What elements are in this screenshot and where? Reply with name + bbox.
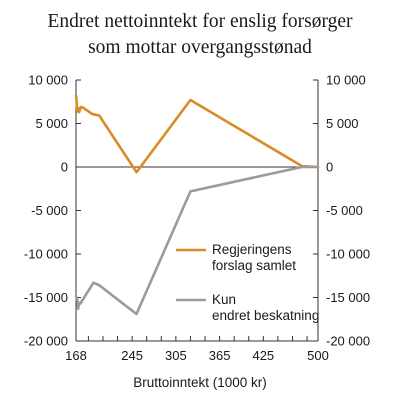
legend-label-2: Kun endret beskatning bbox=[212, 292, 319, 323]
x-tick-label: 425 bbox=[252, 348, 274, 363]
y-tick-label-right: -20 000 bbox=[326, 334, 370, 349]
series-line-2 bbox=[74, 165, 320, 316]
series-line-1 bbox=[74, 94, 320, 174]
legend-label-1: Regjeringens forslag samlet bbox=[212, 242, 296, 273]
y-tick-label-left: -5 000 bbox=[31, 203, 68, 218]
y-tick-label-right: -15 000 bbox=[326, 290, 370, 305]
x-tick-label: 365 bbox=[209, 348, 231, 363]
y-tick-label-right: 10 000 bbox=[326, 73, 366, 88]
x-axis-label: Bruttoinntekt (1000 kr) bbox=[133, 375, 267, 390]
series-lines bbox=[74, 94, 320, 316]
axes: 10 000 10 000 5 000 5 000 0 0 -5 000 -5 000 -10 … bbox=[24, 73, 370, 364]
x-tick-label: 245 bbox=[121, 348, 143, 363]
chart-title-line-1: Endret nettoinntekt for enslig forsørger bbox=[47, 11, 353, 32]
y-tick-label-left: 5 000 bbox=[35, 116, 68, 131]
y-tick-label-right: 5 000 bbox=[326, 116, 359, 131]
y-tick-label-left: 0 bbox=[61, 160, 68, 175]
y-tick-label-left: -15 000 bbox=[24, 290, 68, 305]
x-tick-label: 500 bbox=[307, 348, 329, 363]
y-tick-label-right: 0 bbox=[326, 160, 333, 175]
y-tick-label-left: -20 000 bbox=[24, 334, 68, 349]
y-tick-label-right: -10 000 bbox=[326, 247, 370, 262]
legend: Regjeringens forslag samlet Kun endret besk… bbox=[176, 242, 319, 323]
x-tick-label: 305 bbox=[165, 348, 187, 363]
x-tick-label: 168 bbox=[65, 348, 87, 363]
y-tick-label-left: 10 000 bbox=[28, 73, 68, 88]
y-tick-label-left: -10 000 bbox=[24, 247, 68, 262]
y-tick-label-right: -5 000 bbox=[326, 203, 363, 218]
chart-title-line-2: som mottar overgangsstønad bbox=[88, 37, 312, 58]
